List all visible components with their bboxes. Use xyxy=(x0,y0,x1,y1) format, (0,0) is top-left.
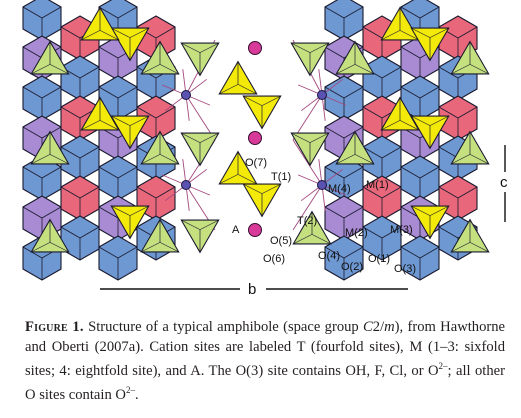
tetrahedron-16 xyxy=(242,95,282,130)
a-site-2 xyxy=(248,223,262,237)
tetrahedron-19 xyxy=(290,132,330,167)
tetrahedron-15 xyxy=(218,150,258,185)
label-o7: O(7) xyxy=(245,157,267,169)
octahedron-right-0-0 xyxy=(324,0,364,41)
tetrahedron-2 xyxy=(80,6,120,41)
octahedron-left-0-4 xyxy=(22,155,62,201)
m4-site-3 xyxy=(317,180,327,190)
tetrahedron-11 xyxy=(180,42,220,77)
label-o1: O(1) xyxy=(368,253,390,265)
a-site-1 xyxy=(248,131,262,145)
caption-sup-2: 2– xyxy=(125,385,135,396)
octahedron-left-1-4 xyxy=(60,175,100,221)
label-o3: O(3) xyxy=(394,263,416,275)
label-a: A xyxy=(232,224,240,236)
bond-line xyxy=(185,94,216,141)
b-axis-label: b xyxy=(248,281,256,298)
octahedron-left-1-3 xyxy=(60,135,100,181)
figure-caption: Figure 1. Structure of a typical amphibo… xyxy=(25,318,505,406)
tetrahedron-21 xyxy=(335,40,375,75)
tetrahedron-6 xyxy=(80,96,120,131)
octahedron-left-2-4 xyxy=(98,155,138,201)
label-t2: T(2) xyxy=(297,215,317,227)
a-site-0 xyxy=(248,41,262,55)
tetrahedron-23 xyxy=(410,27,450,62)
label-t1: T(1) xyxy=(271,171,291,183)
tetrahedron-17 xyxy=(242,183,282,218)
caption-sup-1: 2– xyxy=(438,361,448,371)
tetrahedron-24 xyxy=(450,40,490,75)
amphibole-structure-diagram: O(7) T(1) M(4) M(1) T(2) A O(5) M(2) M(3… xyxy=(22,0,508,298)
tetrahedron-1 xyxy=(110,27,150,62)
site-labels: O(7) T(1) M(4) M(1) T(2) A O(5) M(2) M(3… xyxy=(232,157,416,275)
tetrahedron-20 xyxy=(292,210,332,245)
tetrahedron-8 xyxy=(30,218,70,253)
label-m1: M(1) xyxy=(366,179,389,191)
octahedron-left-0-0 xyxy=(22,0,62,41)
tetrahedron-29 xyxy=(450,218,490,253)
tetrahedron-26 xyxy=(380,96,420,131)
structure-figure: O(7) T(1) M(4) M(1) T(2) A O(5) M(2) M(3… xyxy=(22,0,508,298)
tetrahedron-30 xyxy=(410,205,450,240)
label-o2: O(2) xyxy=(341,261,363,273)
octahedron-left-1-1 xyxy=(60,55,100,101)
tetrahedron-22 xyxy=(380,6,420,41)
m4-site-0 xyxy=(181,90,191,100)
octahedron-right-2-6 xyxy=(400,235,440,281)
tetrahedron-7 xyxy=(140,130,180,165)
tetrahedron-25 xyxy=(335,130,375,165)
tetrahedron-4 xyxy=(30,130,70,165)
tetrahedron-14 xyxy=(218,60,258,95)
bond-line xyxy=(292,94,323,141)
tetrahedron-27 xyxy=(410,115,450,150)
caption-sg-2: 2/ xyxy=(372,319,385,335)
tetrahedron-13 xyxy=(180,219,220,254)
label-m4: M(4) xyxy=(328,183,351,195)
bond-line xyxy=(292,184,323,231)
label-m3: M(3) xyxy=(390,224,413,236)
tetrahedron-28 xyxy=(450,130,490,165)
c-axis-label: c xyxy=(500,174,508,191)
tetrahedral-chains xyxy=(30,6,490,254)
label-o6: O(6) xyxy=(263,253,285,265)
label-o5: O(5) xyxy=(270,235,292,247)
caption-space-group: C xyxy=(363,319,373,335)
cation-sites xyxy=(181,41,327,237)
caption-text-3: ; all other O sites contain O xyxy=(25,362,505,404)
tetrahedron-10 xyxy=(140,218,180,253)
m4-site-2 xyxy=(317,90,327,100)
octahedron-left-0-2 xyxy=(22,75,62,121)
bond-line xyxy=(292,139,323,186)
caption-text-1: Structure of a typical amphibole (space … xyxy=(83,319,364,335)
tetrahedron-0 xyxy=(30,40,70,75)
octahedron-right-0-2 xyxy=(324,75,364,121)
label-o4: O(4) xyxy=(318,250,340,262)
octahedron-right-1-1 xyxy=(362,55,402,101)
tetrahedron-12 xyxy=(180,132,220,167)
caption-sg-m: m xyxy=(384,319,395,335)
label-m2: M(2) xyxy=(345,227,368,239)
caption-text-2: ), from Hawthorne and Oberti (2007a). Ca… xyxy=(25,319,506,379)
tetrahedron-5 xyxy=(110,115,150,150)
tetrahedron-9 xyxy=(110,205,150,240)
tetrahedron-3 xyxy=(140,40,180,75)
caption-label: Figure 1. xyxy=(25,319,84,335)
tetrahedron-18 xyxy=(290,42,330,77)
octahedron-right-1-5 xyxy=(362,215,402,261)
m4-site-1 xyxy=(181,180,191,190)
octahedron-left-1-5 xyxy=(60,215,100,261)
caption-text-4: . xyxy=(134,387,139,404)
octahedron-right-2-4 xyxy=(400,155,440,201)
octahedron-left-2-6 xyxy=(98,235,138,281)
